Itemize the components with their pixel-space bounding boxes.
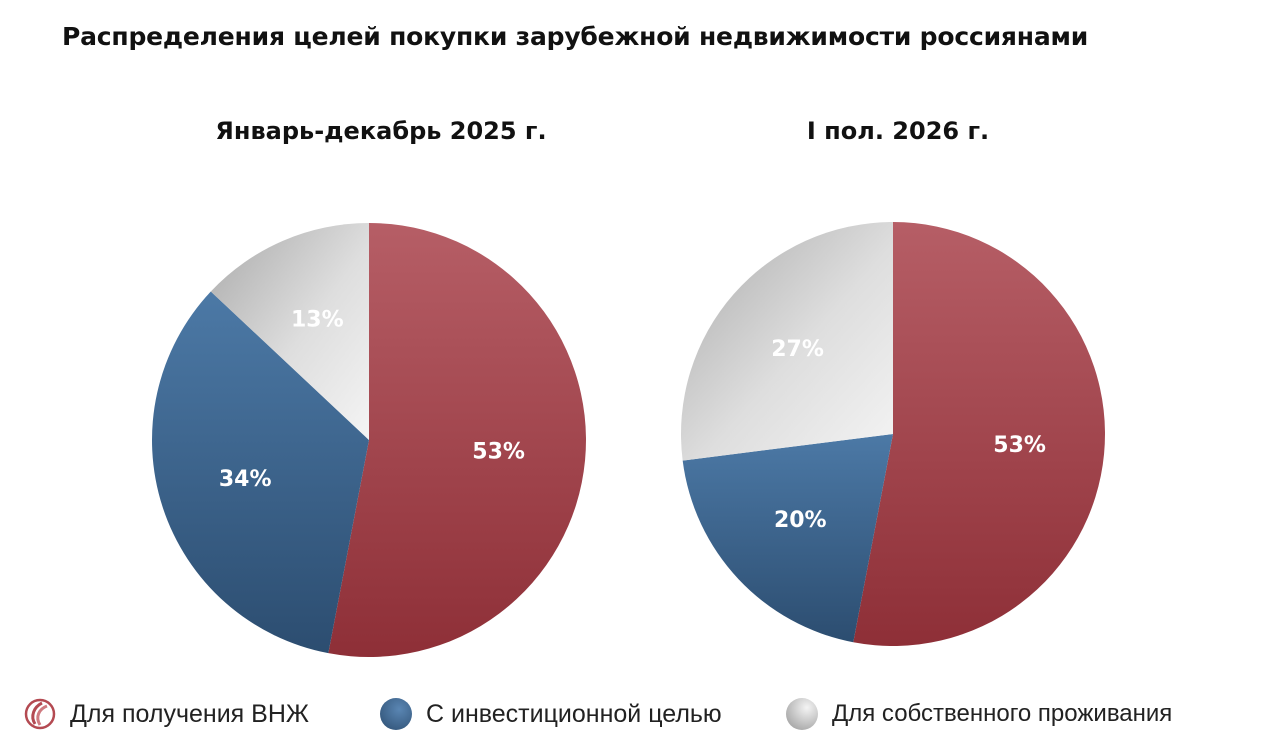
- pie-chart-2025: 53% 34% 13%: [152, 223, 587, 657]
- chart-title: Распределения целей покупки зарубежной н…: [62, 22, 1089, 51]
- data-label-residence: 13%: [291, 308, 344, 333]
- pie-slice-vnzh: [328, 223, 587, 657]
- pie-slice-investment: [152, 291, 369, 654]
- pie-slice-investment: [682, 434, 893, 643]
- pie-charts: 53% 34% 13% 53% 20% 27%: [152, 221, 1105, 657]
- legend-swatch-investment: [380, 698, 412, 730]
- data-label-residence: 27%: [771, 337, 824, 362]
- legend-item-residence: Для собственного проживания: [786, 692, 1172, 736]
- data-label-vnzh: 53%: [472, 439, 525, 464]
- data-label-investment: 34%: [219, 467, 272, 492]
- legend-item-investment: С инвестиционной целью: [380, 692, 722, 736]
- legend-item-vnzh: Для получения ВНЖ: [24, 692, 309, 736]
- legend-swatch-residence: [786, 698, 818, 730]
- pie-title-2026: I пол. 2026 г.: [806, 117, 990, 145]
- pie-chart-2026: 53% 20% 27%: [681, 221, 1105, 646]
- brand-logo-icon: [24, 698, 56, 730]
- data-label-investment: 20%: [774, 508, 827, 533]
- pie-slice-vnzh: [853, 222, 1105, 646]
- legend-label-vnzh: Для получения ВНЖ: [70, 699, 309, 728]
- pie-slice-residence: [681, 221, 893, 461]
- pie-title-2025: Январь-декабрь 2025 г.: [215, 117, 547, 145]
- pie-slice-residence: [210, 223, 369, 440]
- data-label-vnzh: 53%: [993, 433, 1046, 458]
- legend-label-residence: Для собственного проживания: [832, 700, 1173, 727]
- legend: Для получения ВНЖ С инвестиционной целью…: [24, 692, 1264, 736]
- legend-label-investment: С инвестиционной целью: [426, 699, 722, 728]
